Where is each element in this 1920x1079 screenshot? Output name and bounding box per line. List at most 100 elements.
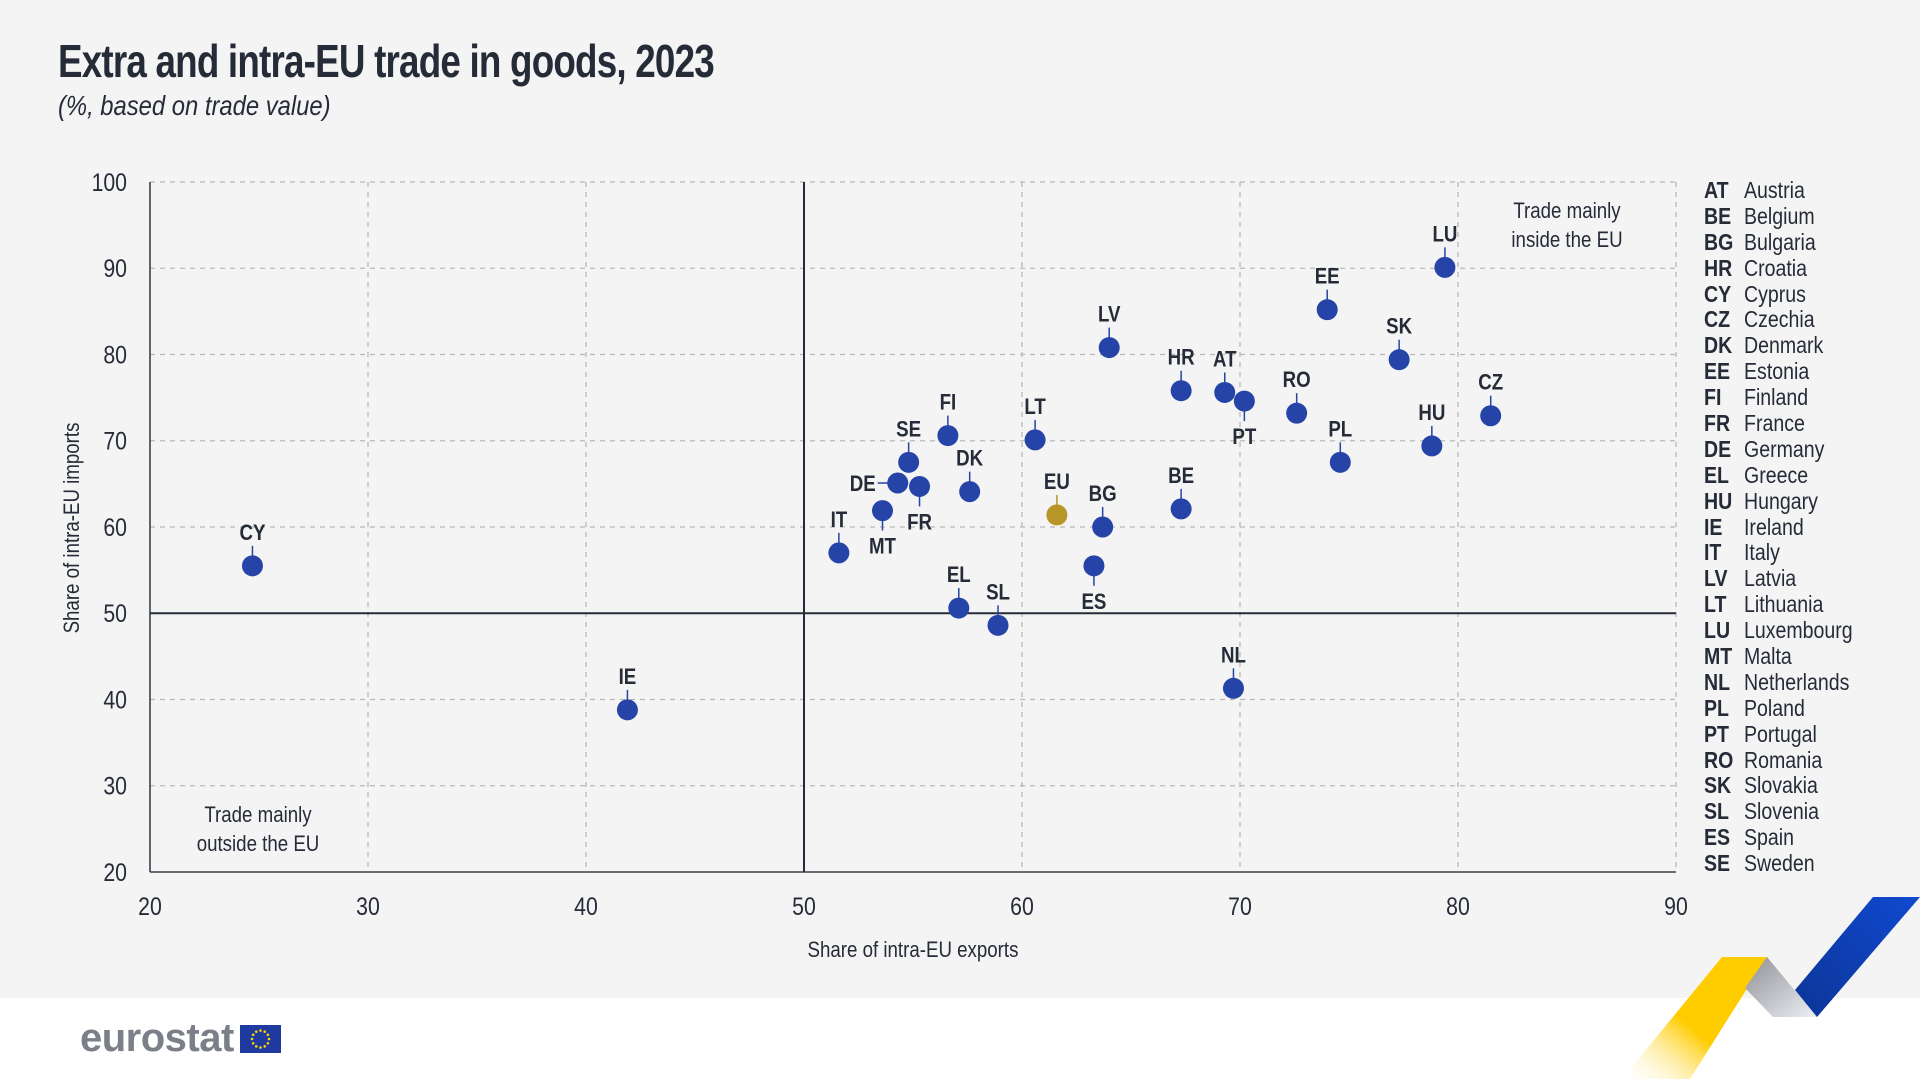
data-point-de[interactable]: DE [850, 472, 909, 497]
data-point-cy[interactable]: CY [239, 521, 266, 577]
point-marker[interactable] [1214, 381, 1236, 403]
data-point-el[interactable]: EL [947, 564, 971, 619]
point-marker[interactable] [898, 451, 920, 473]
point-marker[interactable] [1170, 380, 1192, 402]
data-point-fi[interactable]: FI [937, 391, 959, 447]
data-point-hr[interactable]: HR [1168, 346, 1195, 402]
point-marker[interactable] [1434, 256, 1456, 278]
data-point-nl[interactable]: NL [1221, 644, 1246, 699]
data-point-ee[interactable]: EE [1315, 265, 1340, 321]
point-marker[interactable] [1222, 677, 1244, 699]
data-point-it[interactable]: IT [828, 509, 850, 564]
data-point-es[interactable]: ES [1081, 555, 1106, 614]
country-legend: AT Austria BE Belgium BG Bulgaria HR Croatia CY C… [1704, 177, 1872, 877]
data-point-bg[interactable]: BG [1089, 483, 1117, 538]
point-marker[interactable] [828, 542, 850, 564]
point-marker[interactable] [1316, 299, 1338, 321]
point-label: LU [1432, 223, 1457, 247]
point-marker[interactable] [871, 500, 893, 522]
point-marker[interactable] [1083, 555, 1105, 577]
data-point-sl[interactable]: SL [986, 581, 1010, 636]
x-tick-label: 60 [1010, 892, 1034, 920]
point-marker[interactable] [948, 597, 970, 619]
flag-star [263, 1044, 266, 1048]
flag-star [251, 1032, 255, 1036]
legend-code: IT [1704, 539, 1722, 566]
point-marker[interactable] [887, 472, 909, 494]
point-marker[interactable] [616, 699, 638, 721]
data-point-se[interactable]: SE [896, 418, 921, 473]
point-label: IT [831, 509, 848, 533]
legend-code: IE [1704, 513, 1723, 540]
y-axis-label: Share of intra-EU imports [61, 423, 85, 634]
legend-code: HU [1704, 487, 1733, 514]
point-marker[interactable] [937, 425, 959, 447]
point-marker[interactable] [1421, 435, 1443, 457]
legend-item: IE Ireland [1704, 513, 1872, 541]
point-marker[interactable] [1286, 402, 1308, 424]
y-tick-label: 80 [103, 341, 127, 369]
data-point-eu[interactable]: EU [1044, 471, 1070, 526]
legend-country-name: Austria [1744, 177, 1805, 203]
point-marker[interactable] [1098, 337, 1120, 359]
point-marker[interactable] [1024, 429, 1046, 451]
x-tick-label: 20 [138, 892, 162, 920]
legend-country-name: Malta [1744, 643, 1792, 670]
legend-country-name: Greece [1744, 461, 1809, 488]
data-point-mt[interactable]: MT [869, 500, 896, 559]
point-label: CZ [1478, 371, 1503, 395]
legend-country-name: Czechia [1744, 306, 1815, 333]
point-marker[interactable] [1170, 498, 1192, 520]
data-point-fr[interactable]: FR [907, 475, 932, 535]
legend-country-name: Bulgaria [1744, 228, 1816, 255]
data-point-lu[interactable]: LU [1432, 223, 1457, 278]
legend-country-name: Finland [1744, 384, 1809, 411]
point-marker[interactable] [1092, 516, 1114, 538]
flag-star [254, 1044, 258, 1048]
data-point-dk[interactable]: DK [956, 447, 983, 503]
legend-code: SL [1704, 798, 1729, 825]
data-point-cz[interactable]: CZ [1478, 371, 1503, 427]
legend-item: HR Croatia [1704, 254, 1872, 282]
data-point-ro[interactable]: RO [1283, 369, 1311, 424]
data-point-pl[interactable]: PL [1328, 418, 1352, 473]
point-label: PT [1232, 426, 1256, 450]
data-point-hu[interactable]: HU [1418, 402, 1445, 457]
data-point-sk[interactable]: SK [1386, 315, 1412, 371]
legend-code: LU [1704, 617, 1731, 644]
point-marker[interactable] [241, 555, 263, 577]
point-marker[interactable] [1233, 390, 1255, 412]
point-marker[interactable] [1046, 504, 1068, 526]
flag-star [259, 1028, 262, 1032]
data-point-lv[interactable]: LV [1098, 303, 1121, 359]
legend-country-name: Croatia [1744, 254, 1808, 281]
data-points: AT BE BG HR CY CZ DK EE FI FR DE EL HU IE IT LV LT LU MT NL… [239, 223, 1503, 721]
legend-item: MT Malta [1704, 643, 1872, 670]
legend-country-name: Hungary [1744, 487, 1818, 514]
legend-country-name: Germany [1744, 435, 1825, 462]
point-label: LT [1024, 396, 1046, 420]
x-tick-label: 90 [1664, 892, 1688, 920]
legend-code: EE [1704, 358, 1731, 385]
legend-item: SL Slovenia [1704, 798, 1872, 825]
point-marker[interactable] [1480, 405, 1502, 427]
point-marker[interactable] [1388, 349, 1410, 371]
point-marker[interactable] [1329, 451, 1351, 473]
point-label: MT [869, 535, 896, 559]
point-marker[interactable] [987, 614, 1009, 636]
point-marker[interactable] [959, 481, 981, 503]
legend-code: SK [1704, 772, 1732, 799]
data-point-at[interactable]: AT [1213, 348, 1237, 403]
point-label: SE [896, 418, 921, 442]
data-point-be[interactable]: BE [1168, 465, 1194, 520]
ribbon-blue [1795, 897, 1920, 1017]
data-point-pt[interactable]: PT [1232, 390, 1257, 450]
data-point-lt[interactable]: LT [1024, 396, 1046, 451]
legend-country-name: France [1744, 410, 1805, 437]
legend-country-name: Slovenia [1744, 798, 1819, 825]
point-label: SK [1386, 315, 1412, 339]
legend-code: CZ [1704, 306, 1731, 333]
data-point-ie[interactable]: IE [616, 666, 638, 721]
legend-item: RO Romania [1704, 747, 1872, 774]
point-marker[interactable] [909, 475, 931, 497]
